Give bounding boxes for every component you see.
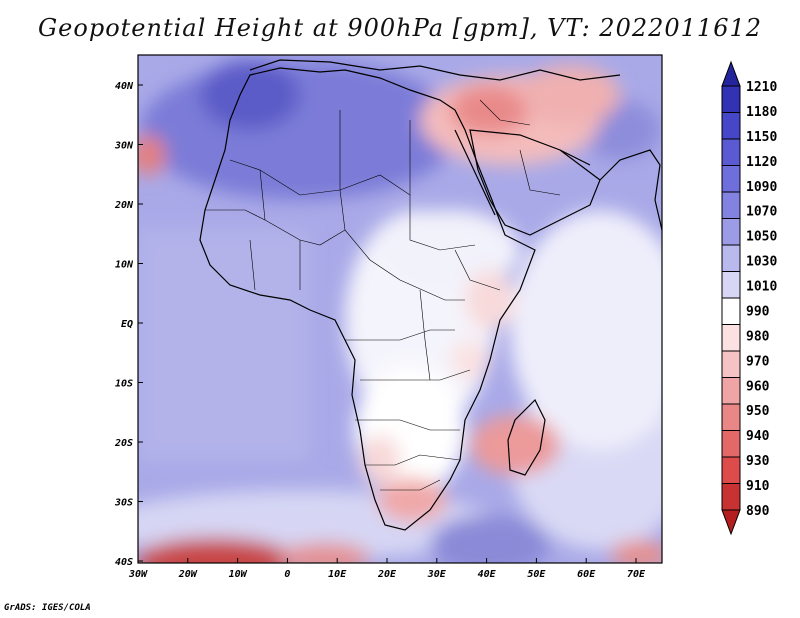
- lat-label: 20S: [114, 438, 133, 449]
- colorbar-label: 960: [746, 379, 770, 394]
- colorbar-swatch: [721, 85, 741, 113]
- lat-label: 20N: [114, 200, 134, 211]
- colorbar-swatch: [721, 403, 741, 431]
- lon-label: 0: [284, 569, 290, 580]
- grads-credit: GrADS: IGES/COLA: [4, 603, 91, 613]
- lat-label: 30N: [114, 141, 134, 152]
- lat-label: 10S: [115, 379, 133, 390]
- colorbar-swatch: [721, 483, 741, 511]
- colorbar-swatch: [721, 271, 741, 299]
- colorbar-label: 930: [746, 454, 770, 469]
- colorbar-label: 980: [746, 329, 770, 344]
- colorbar-label: 1120: [746, 155, 777, 170]
- colorbar-swatch: [721, 377, 741, 405]
- colorbar-swatch: [721, 218, 741, 246]
- lon-label: 20W: [178, 569, 198, 580]
- colorbar-label: 990: [746, 304, 770, 319]
- colorbar-label: 1090: [746, 180, 777, 195]
- colorbar-label: 1010: [746, 280, 777, 295]
- lon-label: 30W: [128, 569, 148, 580]
- colorbar-bottom-arrow: [721, 509, 741, 536]
- colorbar-swatch: [721, 297, 741, 325]
- colorbar-swatch: [721, 350, 741, 378]
- colorbar-swatch: [721, 456, 741, 484]
- coastlines: [199, 59, 662, 531]
- lon-label: 10E: [328, 569, 347, 580]
- colorbar-label: 940: [746, 429, 770, 444]
- lon-label: 10W: [229, 569, 248, 580]
- colorbar-label: 910: [746, 479, 770, 494]
- colorbar-label: 970: [746, 354, 770, 369]
- country-borders: [205, 99, 561, 491]
- lat-label: 40N: [115, 81, 134, 92]
- chart-title: Geopotential Height at 900hPa [gpm], VT:…: [38, 14, 762, 42]
- colorbar-swatch: [721, 112, 741, 140]
- lat-label: EQ: [121, 319, 133, 330]
- lat-label: 40S: [115, 557, 133, 568]
- lon-label: 50E: [527, 569, 546, 580]
- colorbar-swatch: [721, 138, 741, 166]
- colorbar-label: 1150: [746, 130, 777, 145]
- colorbar-label: 1210: [746, 80, 777, 95]
- lon-label: 20E: [377, 569, 397, 580]
- colorbar-label: 1180: [746, 105, 777, 120]
- height-field: [138, 55, 662, 563]
- colorbar-label: 1030: [746, 255, 777, 270]
- lon-label: 30E: [427, 569, 447, 580]
- colorbar-label: 1070: [746, 205, 777, 220]
- colorbar-label: 1050: [746, 230, 777, 245]
- lon-label: 60E: [577, 569, 596, 580]
- colorbar-swatch: [721, 430, 741, 458]
- colorbar-top-arrow: [721, 60, 741, 87]
- colorbar: 1210 1180 1150 1120 1090 1070 1050 1030 1010 990 9…: [721, 60, 777, 536]
- colorbar-swatch: [721, 165, 741, 193]
- map-frame: [137, 54, 663, 564]
- lon-label: 70E: [627, 569, 646, 580]
- longitude-axis: 30W 20W 10W 0 10E 20E 30E 40E 50E 60E 70E: [128, 558, 646, 580]
- lon-label: 40E: [478, 569, 497, 580]
- latitude-axis: 40N 30N 20N 10N EQ 10S 20S 30S 40S: [114, 81, 143, 568]
- colorbar-swatch: [721, 324, 741, 352]
- lat-label: 10N: [115, 260, 134, 271]
- colorbar-swatch: [721, 191, 741, 219]
- colorbar-swatch: [721, 244, 741, 272]
- colorbar-label: 950: [746, 404, 770, 419]
- colorbar-label: 890: [746, 504, 770, 519]
- lat-label: 30S: [114, 498, 133, 509]
